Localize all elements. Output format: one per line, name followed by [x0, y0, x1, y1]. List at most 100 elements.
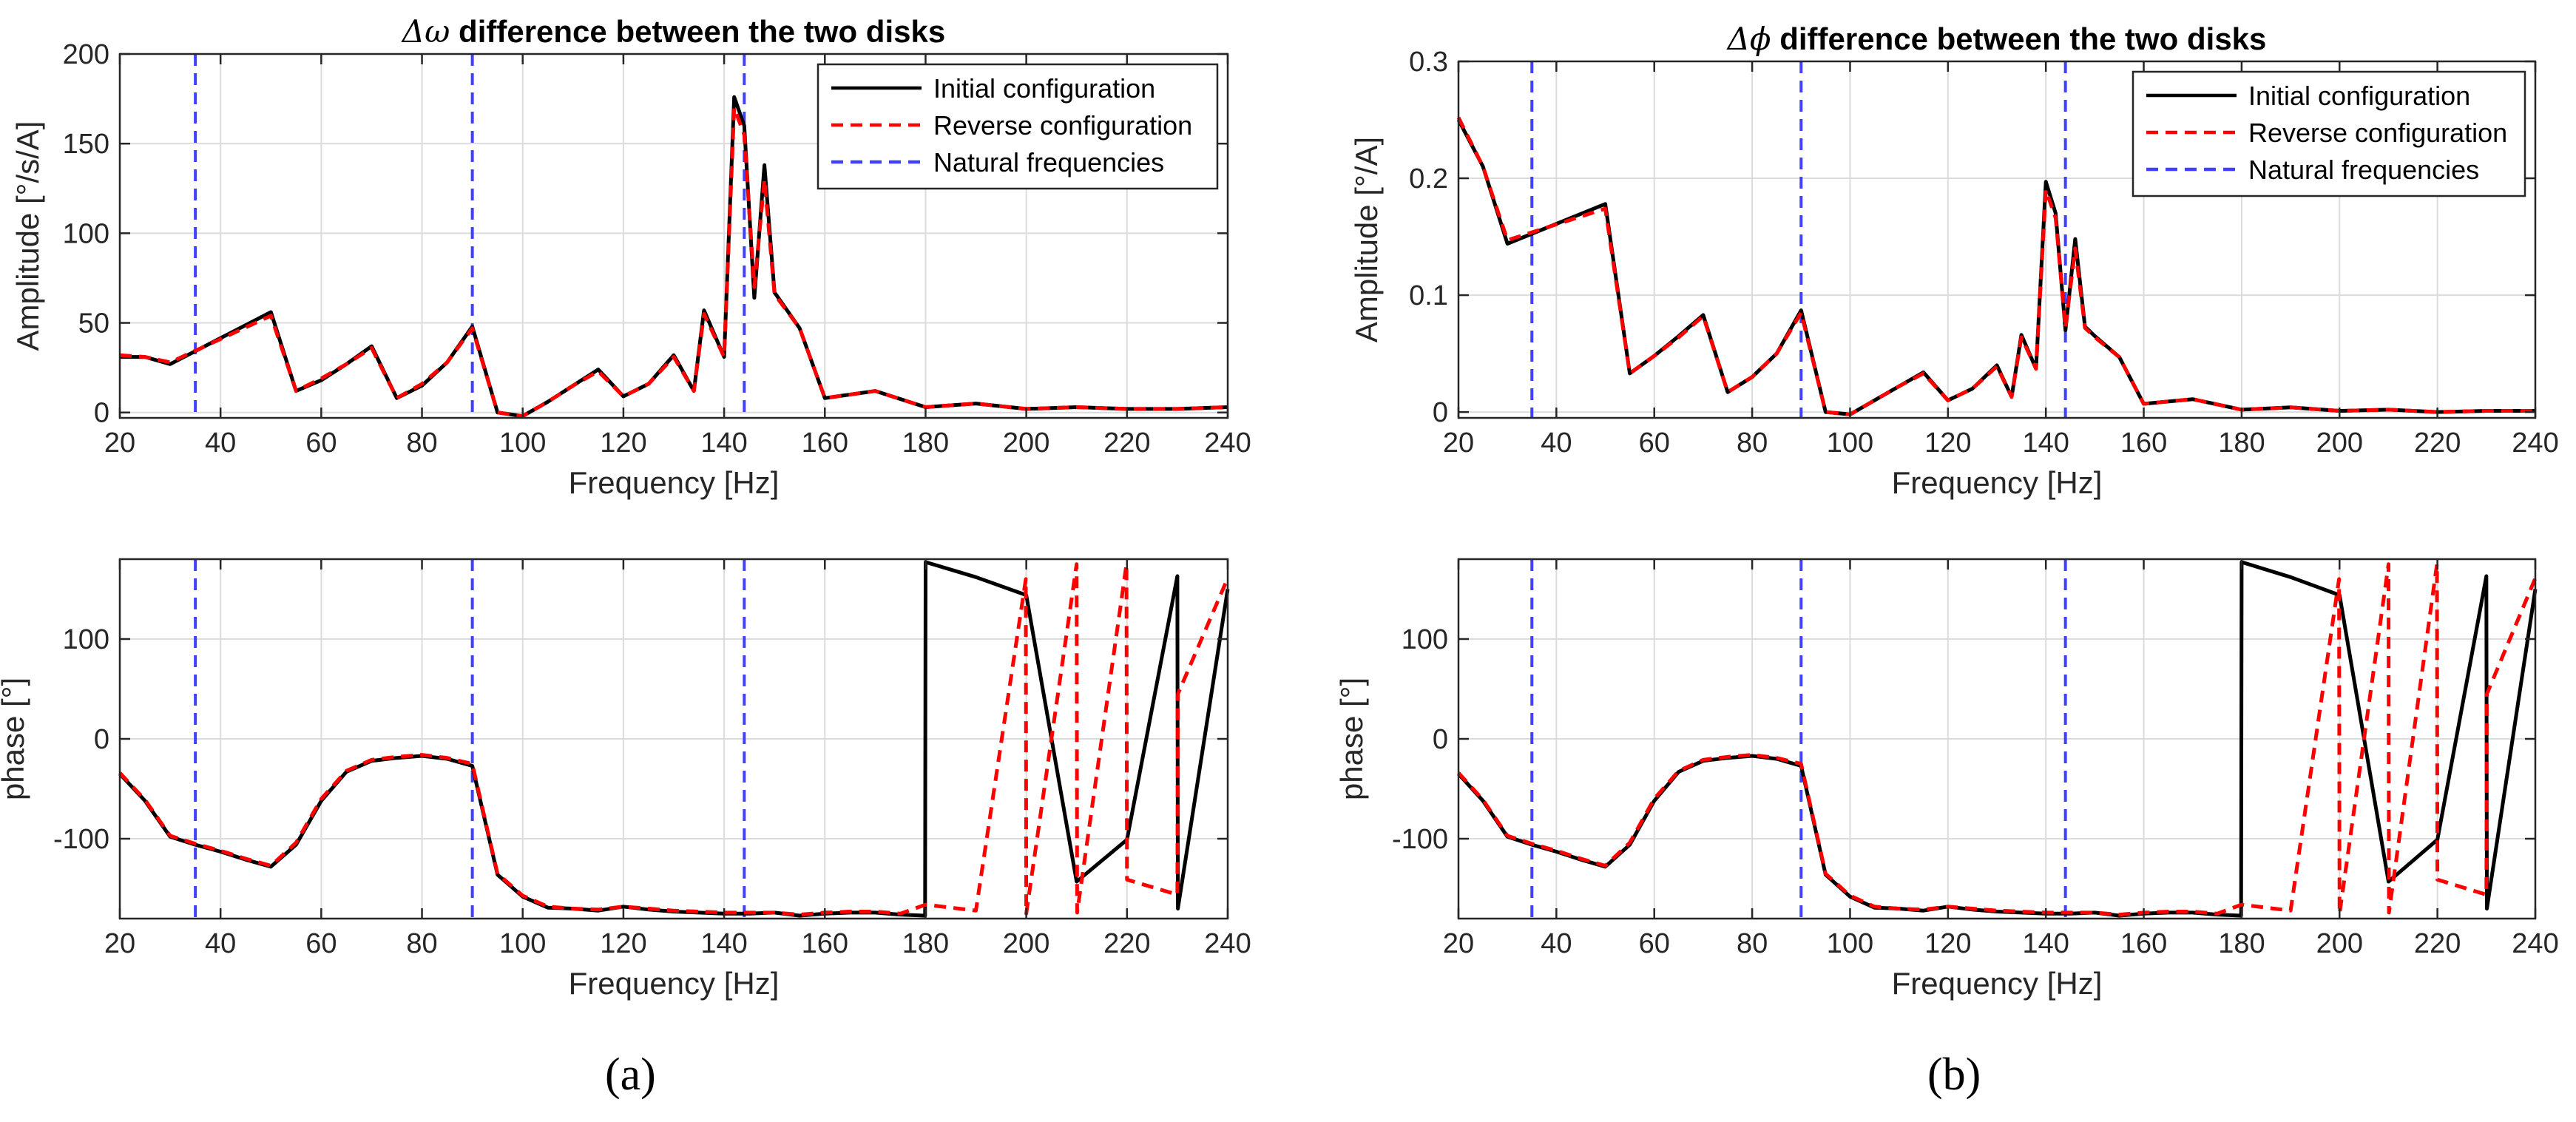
title-text: difference between the two disks: [450, 14, 945, 49]
x-tick-label: 120: [600, 928, 646, 959]
axes-box: [1457, 60, 2537, 419]
legend-entry: Reverse configuration: [933, 110, 1192, 141]
legend-entry: Reverse configuration: [2248, 118, 2507, 148]
x-tick-label: 100: [1827, 427, 1873, 459]
y-tick-label: 100: [1402, 624, 1448, 655]
series-line-initial: [1456, 118, 2535, 416]
chart-title: Δω difference between the two disks: [401, 13, 945, 50]
x-tick-label: 160: [802, 928, 848, 959]
x-tick-label: 40: [205, 427, 236, 459]
y-axis-label: phase [°]: [0, 677, 30, 800]
legend-entry: Initial configuration: [933, 73, 1155, 104]
x-tick-label: 120: [1924, 427, 1971, 459]
y-axis-label: Amplitude [°/A]: [1349, 137, 1384, 342]
x-tick-label: 120: [600, 427, 646, 459]
x-tick-label: 180: [2218, 427, 2265, 459]
x-tick-label: 220: [1103, 427, 1150, 459]
legend-box: [817, 63, 1219, 190]
series-line-initial: [118, 560, 1230, 918]
panel-label-a: (a): [605, 1050, 656, 1100]
chart-a-amplitude: 20 40 60 80 100 120 140 160 180 200 220 240 0 50 100 15…: [10, 13, 1251, 500]
y-tick-label: -100: [1392, 824, 1448, 855]
x-tick-label: 40: [1541, 427, 1572, 459]
x-tick-label: 60: [305, 928, 337, 959]
x-tick-label: 140: [700, 427, 747, 459]
y-axis-label: Amplitude [°/s/A]: [10, 121, 45, 351]
title-symbol: Δϕ: [1726, 21, 1771, 57]
y-tick-label: 50: [78, 308, 109, 339]
x-tick-label: 80: [1737, 427, 1768, 459]
legend-entry: Natural frequencies: [933, 147, 1164, 178]
x-tick-label: 200: [1003, 427, 1049, 459]
x-axis-label: Frequency [Hz]: [1892, 966, 2103, 1001]
y-tick-label: 0.2: [1409, 163, 1448, 195]
x-tick-label: 100: [499, 427, 546, 459]
x-tick-label: 40: [205, 928, 236, 959]
y-tick-label: 0: [1433, 397, 1448, 428]
y-tick-label: 200: [63, 39, 109, 70]
x-tick-label: 120: [1924, 928, 1971, 959]
x-tick-label: 40: [1541, 928, 1572, 959]
x-tick-label: 240: [1204, 928, 1251, 959]
chart-b-amplitude: 20 40 60 80 100 120 140 160 180 200 220 240 0 0.1 0.2 0…: [1349, 21, 2559, 500]
chart-b-phase: 20 40 60 80 100 120 140 160 180 200 220 240 -100 0 100…: [1334, 558, 2559, 1001]
x-axis-label: Frequency [Hz]: [1892, 465, 2103, 500]
x-axis-label: Frequency [Hz]: [569, 465, 780, 500]
x-tick-label: 160: [802, 427, 848, 459]
x-tick-label: 140: [700, 928, 747, 959]
y-tick-label: 0: [1433, 724, 1448, 755]
x-tick-label: 20: [1443, 928, 1474, 959]
y-tick-label: 0.1: [1409, 280, 1448, 311]
x-tick-label: 180: [902, 928, 949, 959]
legend-entry: Initial configuration: [2248, 81, 2470, 111]
series-line-reverse: [1457, 562, 2538, 917]
x-tick-label: 220: [2414, 928, 2461, 959]
series-line-reverse: [119, 106, 1228, 419]
y-tick-label: 100: [63, 218, 109, 249]
y-tick-label: 0: [94, 398, 109, 429]
title-symbol: Δω: [401, 13, 450, 50]
x-tick-label: 140: [2022, 427, 2069, 459]
x-tick-label: 240: [2512, 928, 2558, 959]
x-tick-label: 20: [104, 427, 135, 459]
panel-label-b: (b): [1927, 1050, 1981, 1100]
y-tick-label: -100: [53, 824, 109, 855]
y-tick-label: 100: [63, 624, 109, 655]
x-tick-label: 20: [1443, 427, 1474, 459]
axes-box: [118, 53, 1229, 419]
x-tick-label: 140: [2022, 928, 2069, 959]
x-tick-label: 100: [1827, 928, 1873, 959]
x-tick-label: 180: [2218, 928, 2265, 959]
x-tick-label: 80: [1737, 928, 1768, 959]
x-tick-label: 200: [1003, 928, 1049, 959]
title-text: difference between the two disks: [1771, 21, 2267, 56]
x-tick-label: 20: [104, 928, 135, 959]
x-tick-label: 80: [406, 427, 437, 459]
x-tick-label: 200: [2316, 928, 2363, 959]
x-tick-label: 60: [1639, 928, 1670, 959]
legend: Initial configuration Reverse configurati…: [817, 63, 1219, 190]
x-tick-label: 180: [902, 427, 949, 459]
y-tick-label: 0: [94, 724, 109, 755]
legend-box: [2132, 70, 2526, 197]
x-tick-label: 80: [406, 928, 437, 959]
legend-entry: Natural frequencies: [2248, 155, 2479, 185]
x-tick-label: 220: [1103, 928, 1150, 959]
y-tick-label: 150: [63, 129, 109, 160]
chart-a-phase: 20 40 60 80 100 120 140 160 180 200 220 240 -100 0 100…: [0, 558, 1251, 1001]
x-tick-label: 60: [1639, 427, 1670, 459]
legend: Initial configuration Reverse configurati…: [2132, 70, 2526, 197]
y-axis-label: phase [°]: [1334, 677, 1369, 800]
x-tick-label: 240: [1204, 427, 1251, 459]
x-tick-label: 200: [2316, 427, 2363, 459]
y-tick-label: 0.3: [1409, 47, 1448, 78]
x-tick-label: 160: [2120, 427, 2167, 459]
x-tick-label: 160: [2120, 928, 2167, 959]
x-tick-label: 220: [2414, 427, 2461, 459]
x-tick-label: 100: [499, 928, 546, 959]
chart-title: Δϕ difference between the two disks: [1726, 21, 2267, 57]
x-tick-label: 240: [2512, 427, 2558, 459]
x-axis-label: Frequency [Hz]: [569, 966, 780, 1001]
x-tick-label: 60: [305, 427, 337, 459]
